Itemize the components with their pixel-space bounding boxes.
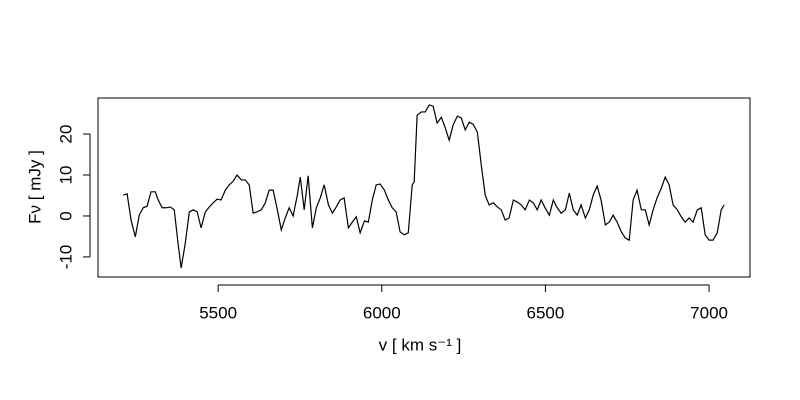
y-tick-label: 0	[56, 211, 75, 220]
x-tick-label: 7000	[690, 303, 728, 322]
x-tick-label: 6500	[527, 303, 565, 322]
y-tick-label: 10	[56, 166, 75, 185]
x-axis-label: v [ km s⁻¹ ]	[379, 335, 462, 354]
y-tick-label: -10	[56, 245, 75, 270]
plot-frame	[97, 97, 751, 278]
x-tick-label: 5500	[199, 303, 237, 322]
y-axis-label: Fν [ mJy ]	[25, 150, 44, 224]
spectrum-line	[123, 104, 725, 269]
y-tick-label: 20	[56, 125, 75, 144]
x-tick-label: 6000	[363, 303, 401, 322]
